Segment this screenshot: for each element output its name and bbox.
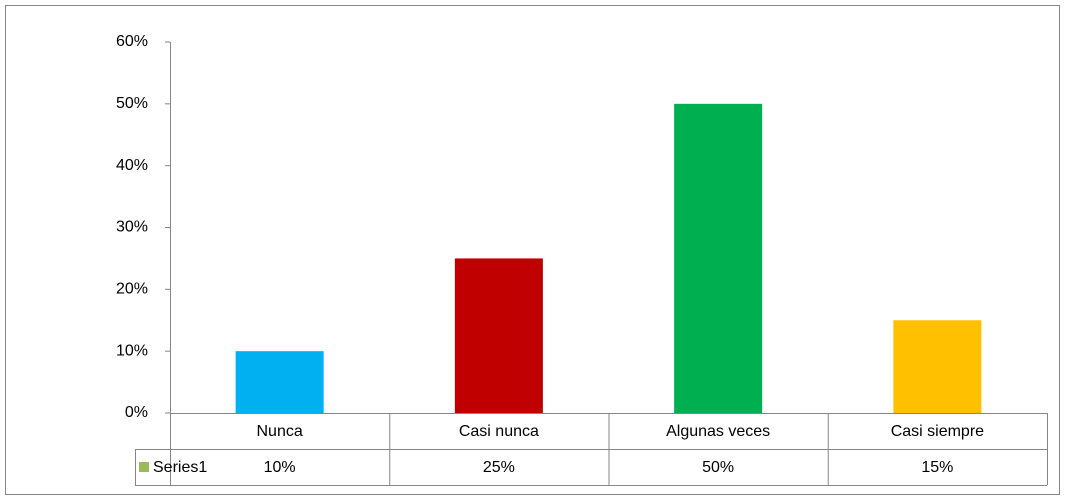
y-tick-label: 40% — [116, 157, 148, 174]
table-value: 10% — [264, 459, 296, 476]
bar — [454, 258, 543, 413]
y-tick-label: 0% — [125, 404, 148, 421]
bar — [235, 351, 324, 413]
bar — [893, 320, 982, 413]
table-value: 15% — [921, 459, 953, 476]
x-tick-label: Nunca — [257, 423, 303, 440]
y-tick-label: 60% — [116, 33, 148, 50]
y-tick-label: 20% — [116, 281, 148, 298]
y-tick-label: 50% — [116, 95, 148, 112]
chart-border — [5, 5, 1060, 495]
x-tick-label: Algunas veces — [666, 423, 770, 440]
bar — [674, 103, 763, 413]
legend-label: Series1 — [153, 459, 207, 476]
x-tick-label: Casi siempre — [891, 423, 984, 440]
y-tick-label: 10% — [116, 342, 148, 359]
y-tick-label: 30% — [116, 219, 148, 236]
legend-key — [139, 462, 149, 472]
x-tick-label: Casi nunca — [459, 423, 539, 440]
table-value: 25% — [483, 459, 515, 476]
table-value: 50% — [702, 459, 734, 476]
